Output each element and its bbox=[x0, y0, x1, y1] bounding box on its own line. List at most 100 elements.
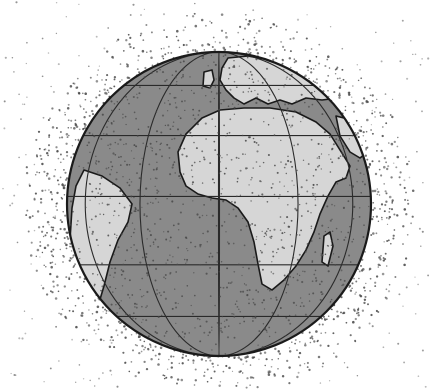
debris-dot bbox=[246, 41, 250, 45]
debris-dot bbox=[308, 59, 312, 63]
debris-dot bbox=[338, 94, 341, 97]
debris-dot bbox=[141, 344, 144, 348]
debris-dot bbox=[320, 168, 323, 170]
debris-dot bbox=[106, 89, 109, 92]
debris-dot bbox=[381, 134, 384, 138]
debris-dot bbox=[295, 209, 298, 212]
debris-dot bbox=[122, 176, 124, 178]
debris-dot bbox=[47, 177, 51, 180]
debris-dot bbox=[349, 289, 353, 292]
debris-dot bbox=[280, 239, 283, 241]
debris-dot bbox=[128, 279, 131, 282]
debris-dot bbox=[341, 152, 344, 155]
debris-dot bbox=[383, 240, 386, 243]
debris-dot bbox=[281, 62, 284, 65]
debris-dot bbox=[46, 172, 49, 175]
debris-dot bbox=[111, 165, 114, 168]
debris-dot bbox=[310, 227, 312, 230]
debris-dot bbox=[186, 15, 188, 17]
debris-dot bbox=[209, 198, 212, 201]
debris-dot bbox=[137, 189, 140, 192]
debris-dot bbox=[402, 243, 404, 245]
debris-dot bbox=[172, 224, 175, 227]
debris-dot bbox=[256, 96, 259, 99]
debris-dot bbox=[228, 366, 231, 370]
debris-dot bbox=[220, 322, 223, 325]
debris-dot bbox=[362, 131, 365, 134]
debris-dot bbox=[375, 149, 378, 152]
debris-dot bbox=[267, 123, 270, 126]
debris-dot bbox=[255, 142, 258, 144]
debris-dot bbox=[291, 341, 293, 343]
debris-dot bbox=[209, 162, 212, 165]
debris-dot bbox=[193, 294, 196, 297]
debris-dot bbox=[147, 125, 150, 128]
debris-dot bbox=[342, 78, 345, 81]
debris-dot bbox=[65, 276, 68, 279]
debris-dot bbox=[29, 254, 33, 257]
debris-dot bbox=[267, 91, 270, 94]
debris-dot bbox=[292, 301, 295, 304]
debris-dot bbox=[154, 185, 156, 188]
debris-dot bbox=[109, 197, 111, 199]
debris-dot bbox=[404, 198, 407, 201]
debris-dot bbox=[171, 200, 174, 203]
debris-dot bbox=[406, 199, 409, 202]
debris-dot bbox=[123, 206, 126, 209]
debris-dot bbox=[142, 142, 144, 144]
debris-dot bbox=[312, 194, 315, 198]
debris-dot bbox=[299, 297, 302, 299]
debris-dot bbox=[157, 201, 160, 204]
debris-dot bbox=[95, 163, 97, 165]
debris-dot bbox=[333, 205, 336, 207]
debris-dot bbox=[72, 82, 75, 85]
debris-dot bbox=[68, 259, 71, 262]
debris-dot bbox=[383, 210, 386, 213]
debris-dot bbox=[328, 380, 331, 382]
debris-dot bbox=[264, 232, 267, 235]
debris-dot bbox=[47, 52, 50, 54]
debris-dot bbox=[39, 154, 42, 157]
debris-dot bbox=[185, 262, 187, 264]
debris-dot bbox=[245, 225, 248, 228]
debris-dot bbox=[105, 312, 108, 315]
debris-dot bbox=[312, 186, 314, 189]
debris-dot bbox=[262, 299, 265, 302]
debris-dot bbox=[239, 25, 242, 28]
debris-dot bbox=[107, 144, 109, 147]
debris-dot bbox=[135, 145, 138, 148]
debris-dot bbox=[186, 50, 190, 54]
debris-dot bbox=[223, 66, 225, 68]
debris-dot bbox=[48, 189, 50, 191]
debris-dot bbox=[314, 193, 316, 195]
debris-dot bbox=[329, 300, 332, 303]
debris-dot bbox=[126, 249, 129, 252]
debris-dot bbox=[308, 331, 311, 334]
debris-dot bbox=[183, 336, 186, 338]
debris-dot bbox=[314, 251, 317, 254]
debris-dot bbox=[65, 142, 68, 145]
debris-dot bbox=[253, 303, 256, 306]
debris-dot bbox=[99, 338, 103, 341]
debris-dot bbox=[341, 154, 344, 157]
debris-dot bbox=[157, 358, 160, 361]
debris-dot bbox=[318, 62, 321, 65]
debris-dot bbox=[273, 193, 276, 196]
debris-dot bbox=[145, 367, 149, 371]
debris-dot bbox=[64, 111, 66, 114]
debris-dot bbox=[69, 242, 72, 245]
debris-dot bbox=[371, 112, 374, 115]
debris-dot bbox=[214, 63, 217, 66]
debris-dot bbox=[248, 48, 251, 51]
debris-dot bbox=[247, 23, 250, 26]
debris-dot bbox=[210, 91, 213, 93]
debris-dot bbox=[113, 271, 117, 274]
debris-dot bbox=[266, 200, 269, 203]
debris-dot bbox=[220, 29, 224, 32]
debris-dot bbox=[79, 105, 82, 108]
debris-dot bbox=[181, 69, 184, 72]
debris-dot bbox=[391, 200, 394, 203]
debris-dot bbox=[44, 148, 47, 151]
debris-dot bbox=[393, 213, 396, 216]
debris-dot bbox=[211, 45, 214, 49]
